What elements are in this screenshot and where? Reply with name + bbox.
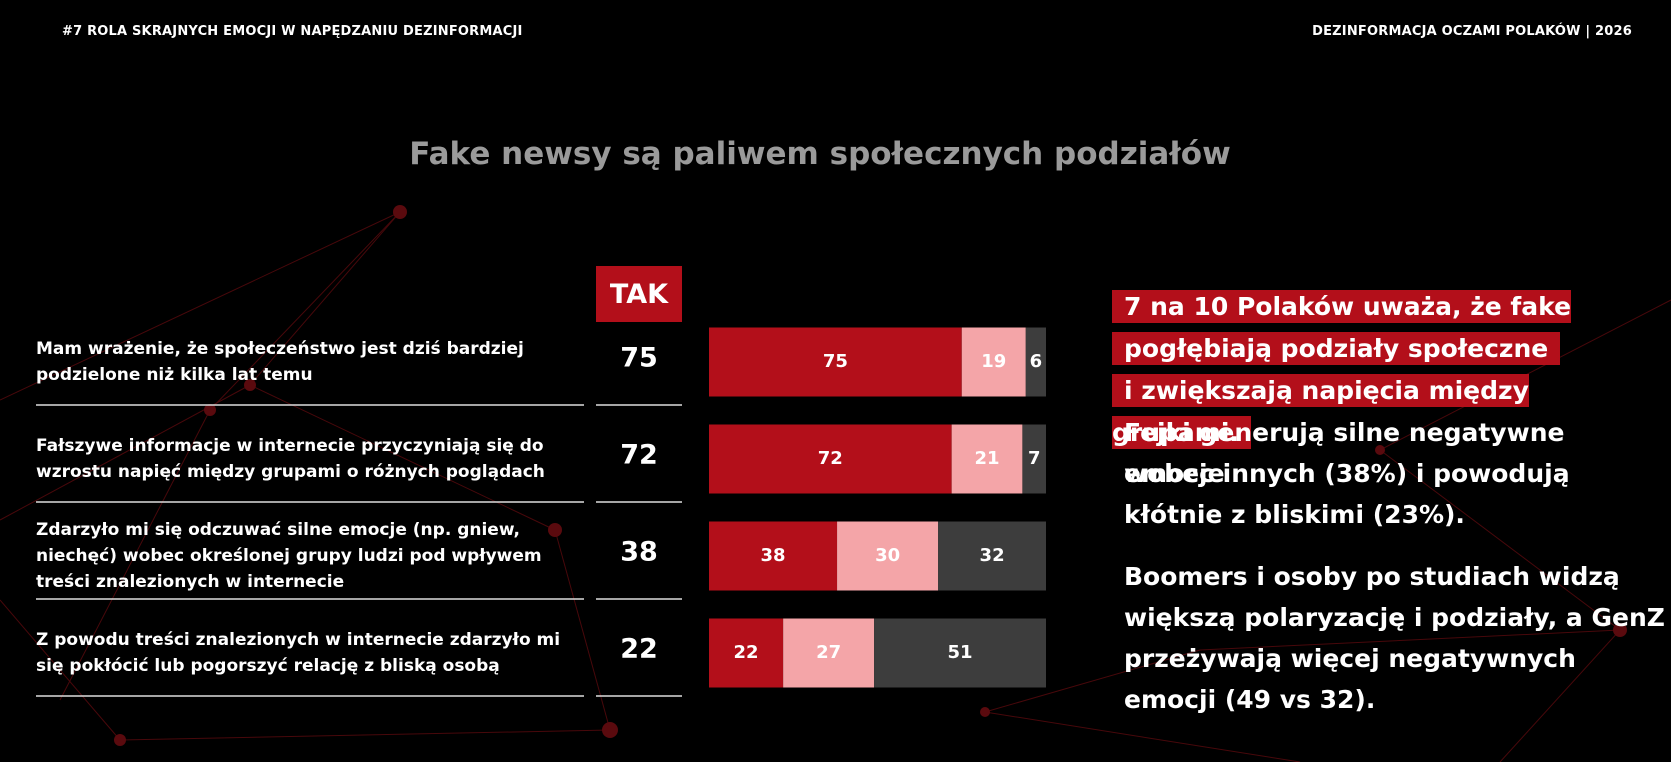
- value-label: 27: [816, 642, 841, 663]
- category-label: Zdarzyło mi się odczuwać silne emocje (n…: [36, 520, 542, 592]
- bar-segment: [709, 424, 952, 494]
- bar-segment: [837, 521, 939, 591]
- value-label: 19: [981, 351, 1006, 372]
- paragraph-line: wobec innych (38%) i powodują: [1124, 459, 1570, 488]
- tak-value: 38: [620, 536, 658, 568]
- value-label: 22: [734, 642, 759, 663]
- paragraph-line: kłótnie z bliskimi (23%).: [1124, 500, 1465, 529]
- tak-value: 22: [620, 633, 658, 665]
- header-right: DEZINFORMACJA OCZAMI POLAKÓW | 2026: [1312, 24, 1632, 39]
- paragraph-line: emocji (49 vs 32).: [1124, 685, 1376, 714]
- column-header: TAK: [596, 266, 682, 322]
- paragraph-line: przeżywają więcej negatywnych: [1124, 644, 1576, 673]
- bar-segment: [709, 521, 838, 591]
- tak-value: 72: [620, 439, 658, 471]
- bar-segment: [1025, 327, 1046, 397]
- highlight-line: i zwiększają napięcia między grupami.: [1112, 370, 1671, 454]
- value-label: 32: [980, 545, 1005, 566]
- bar-segment: [874, 618, 1046, 688]
- bar-segment: [709, 327, 962, 397]
- value-label: 72: [818, 448, 843, 469]
- category-label: Mam wrażenie, że społeczeństwo jest dziś…: [36, 339, 524, 385]
- category-label: Fałszywe informacje w internecie przyczy…: [36, 436, 545, 482]
- paragraph-line: Fejki generują silne negatywne emocje: [1124, 418, 1565, 488]
- bar-segment: [938, 521, 1046, 591]
- bar-segment: [961, 327, 1026, 397]
- highlight-line: pogłębiają podziały społeczne: [1112, 328, 1561, 370]
- value-label: 7: [1028, 448, 1041, 469]
- header-left: #7 ROLA SKRAJNYCH EMOCJI W NAPĘDZANIU DE…: [62, 24, 523, 39]
- bar-segment: [1022, 424, 1046, 494]
- paragraph-line: Boomers i osoby po studiach widzą: [1124, 562, 1620, 591]
- category-label: Z powodu treści znalezionych w interneci…: [36, 630, 561, 676]
- tak-value: 75: [620, 342, 658, 374]
- value-label: 6: [1030, 351, 1043, 372]
- value-label: 38: [760, 545, 785, 566]
- highlight-text: pogłębiają podziały społeczne: [1112, 332, 1561, 365]
- bar-segment: [709, 618, 784, 688]
- paragraph-line: większą polaryzację i podziały, a GenZ: [1124, 603, 1665, 632]
- value-label: 30: [875, 545, 900, 566]
- value-label: 75: [823, 351, 848, 372]
- chart-title: Fake newsy są paliwem społecznych podzia…: [409, 136, 1231, 172]
- bar-segment: [783, 618, 875, 688]
- bar-segment: [951, 424, 1023, 494]
- value-label: 21: [974, 448, 999, 469]
- value-label: 51: [948, 642, 973, 663]
